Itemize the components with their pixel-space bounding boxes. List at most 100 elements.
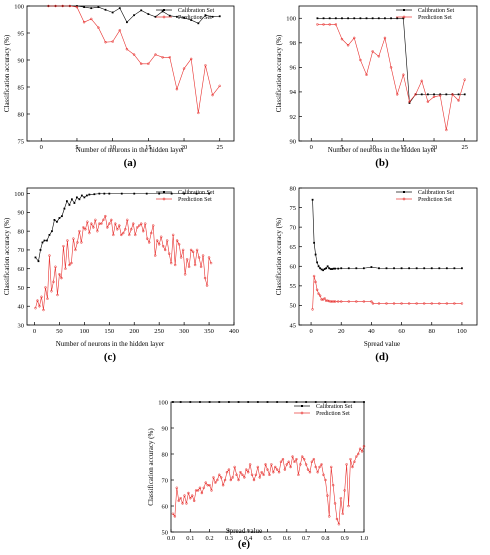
data-point: [165, 239, 169, 242]
data-point: [316, 470, 319, 474]
data-point: [445, 93, 448, 96]
data-point: [337, 267, 340, 270]
data-point: [245, 468, 248, 471]
x-tick-label: 25: [461, 144, 468, 151]
data-point: [314, 465, 317, 469]
data-point: [179, 496, 182, 500]
data-point: [183, 192, 186, 195]
data-point: [94, 218, 97, 222]
data-point: [118, 224, 121, 227]
x-tick-label: 10: [369, 144, 376, 151]
data-point: [328, 17, 331, 20]
data-point: [365, 17, 368, 20]
data-point: [313, 241, 315, 244]
data-point: [300, 455, 304, 458]
data-point: [61, 4, 64, 8]
data-point: [149, 231, 153, 235]
y-tick-label: 80: [18, 228, 25, 235]
data-point: [324, 299, 328, 302]
plot-frame: [298, 187, 478, 326]
data-point: [200, 491, 204, 495]
data-point: [204, 481, 207, 484]
data-point: [62, 244, 65, 248]
data-point: [322, 269, 325, 272]
data-point: [371, 50, 374, 53]
data-point: [210, 489, 213, 492]
data-point: [214, 481, 217, 484]
data-point: [90, 7, 93, 10]
data-point: [100, 222, 103, 225]
data-point: [104, 8, 107, 11]
data-point: [331, 268, 334, 270]
x-tick-label: 300: [179, 328, 189, 335]
data-point: [402, 73, 405, 76]
legend-label: Calibration Set: [418, 190, 454, 196]
y-tick-label: 70: [162, 477, 169, 484]
data-point: [137, 224, 141, 227]
data-point: [112, 233, 115, 237]
y-tick-label: 80: [162, 451, 169, 458]
y-tick-label: 75: [290, 205, 297, 212]
data-point: [333, 502, 337, 505]
data-point: [347, 300, 351, 303]
data-point: [118, 7, 121, 10]
y-tick-label: 90: [290, 138, 297, 145]
data-point: [44, 286, 47, 289]
data-point: [197, 256, 201, 259]
data-point: [256, 465, 260, 469]
data-point: [231, 476, 235, 479]
data-point: [68, 4, 72, 8]
data-point: [161, 56, 164, 59]
data-point: [145, 237, 149, 240]
chart-panel-1: 0 5 10 15 20 25 75 80 85 90 95 100 Number of neurons…: [3, 3, 235, 169]
data-point: [347, 17, 350, 20]
data-point: [319, 267, 322, 270]
data-point: [260, 470, 263, 474]
data-point: [276, 401, 279, 403]
data-point: [139, 62, 143, 66]
data-point: [199, 401, 201, 403]
data-point: [72, 237, 75, 240]
data-point: [239, 470, 242, 474]
legend-marker: [300, 411, 304, 415]
data-point: [420, 93, 423, 96]
data-point: [287, 460, 290, 464]
data-point: [195, 192, 198, 195]
data-point: [90, 222, 93, 225]
y-tick-label: 75: [18, 138, 25, 145]
data-point: [317, 292, 320, 295]
y-tick-label: 60: [18, 266, 25, 273]
data-point: [340, 267, 343, 270]
legend-label: Calibration Set: [418, 8, 454, 14]
data-point: [133, 233, 137, 237]
data-point: [175, 239, 179, 242]
data-point: [89, 17, 93, 21]
data-point: [170, 192, 173, 195]
data-point: [370, 300, 373, 303]
data-point: [88, 231, 91, 235]
data-point: [54, 4, 57, 8]
plot-frame: [26, 187, 235, 326]
data-point: [140, 9, 143, 12]
data-point: [353, 401, 356, 403]
data-point: [181, 502, 184, 505]
data-point: [169, 261, 173, 265]
data-point: [223, 478, 227, 482]
data-point: [118, 29, 122, 32]
data-point: [433, 93, 435, 96]
data-point: [124, 228, 127, 231]
data-point: [116, 228, 119, 231]
legend-label: Prediction Set: [178, 197, 212, 203]
data-point: [185, 502, 188, 505]
x-tick-label: 400: [229, 328, 239, 335]
x-axis-label: Number of neurons in the hidden layer: [328, 146, 437, 154]
data-point: [51, 230, 53, 233]
data-point: [395, 93, 399, 96]
data-point: [177, 243, 181, 246]
data-point: [216, 478, 219, 482]
x-tick-label: 0.5: [263, 535, 271, 542]
data-point: [316, 23, 319, 26]
x-tick-label: 1.0: [360, 535, 368, 542]
data-point: [189, 57, 193, 61]
x-tick-label: 0: [309, 328, 312, 335]
